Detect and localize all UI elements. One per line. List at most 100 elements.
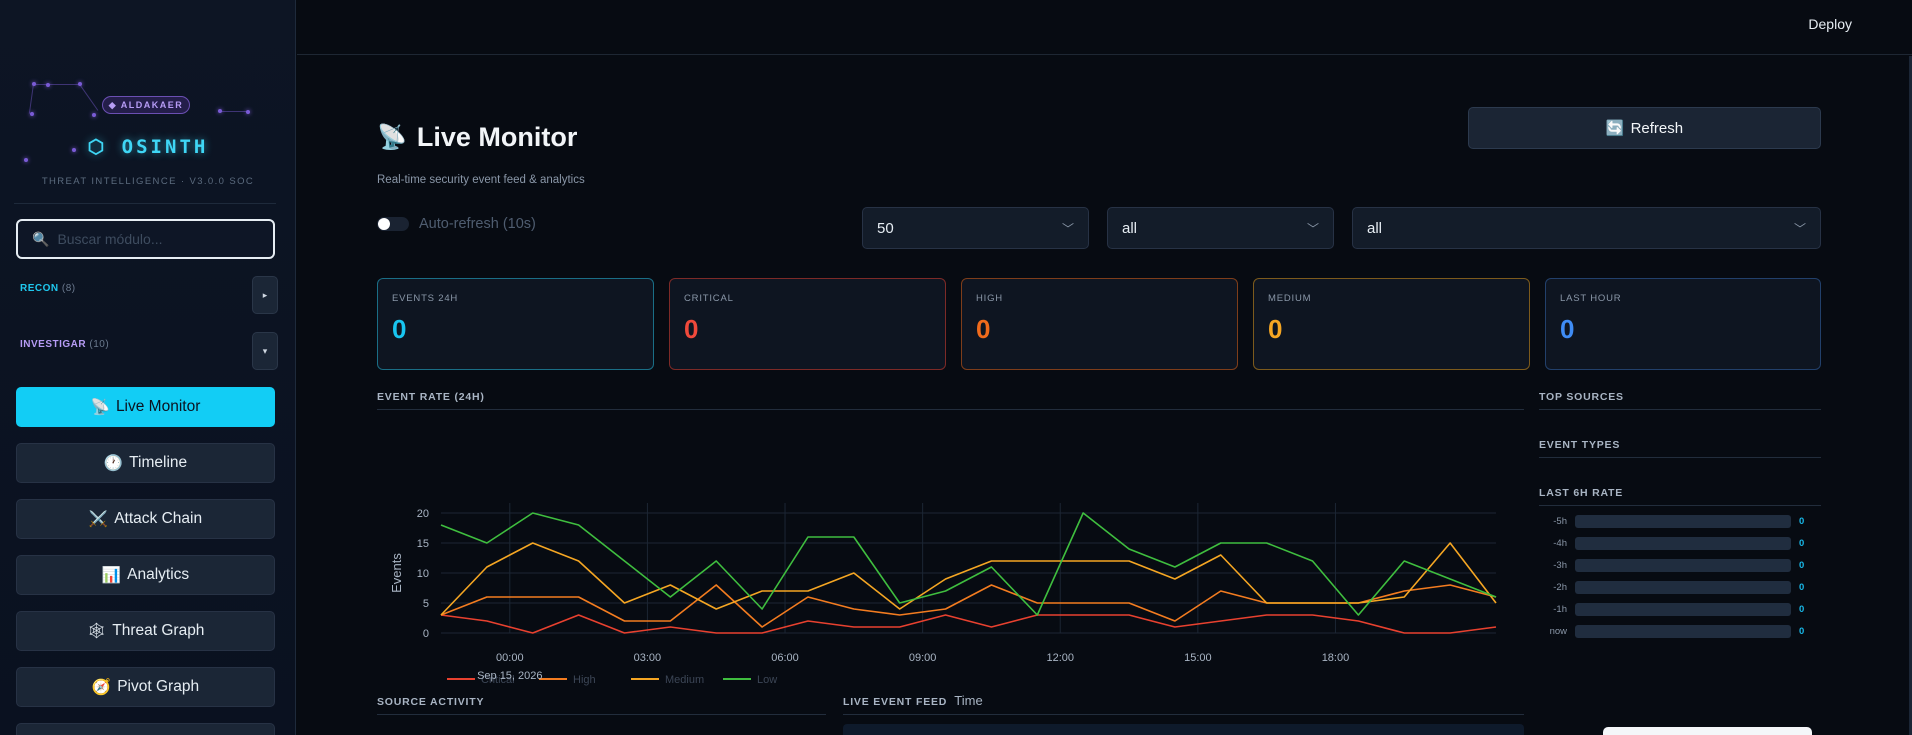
rate-row: -1h 0 (1553, 602, 1805, 616)
stat-value: 0 (392, 314, 407, 344)
chevron-down-icon: ﹀ (1793, 221, 1806, 236)
divider (843, 714, 1524, 715)
main-content: 📡 Live Monitor Real-time security event … (297, 56, 1912, 735)
stat-card-events-24h: EVENTS 24H 0 (377, 278, 654, 370)
section-label-investigar: INVESTIGAR (10) (20, 339, 110, 350)
constellation-dot (72, 148, 76, 152)
rate-bar (1575, 536, 1791, 550)
constellation-line (28, 83, 34, 114)
constellation-dot (246, 110, 250, 114)
toggle-switch[interactable] (377, 217, 409, 231)
nav-live-monitor[interactable]: 📡 Live Monitor (16, 387, 275, 427)
stat-value: 0 (1268, 314, 1283, 344)
y-tick-label: 20 (417, 508, 429, 520)
section-title-event-types: EVENT TYPES (1539, 439, 1621, 451)
constellation-dot (32, 82, 36, 86)
x-tick-label: 18:00 (1322, 652, 1350, 664)
stat-card-high: HIGH 0 (961, 278, 1238, 370)
legend-label: High (573, 674, 596, 686)
series-line-medium (440, 542, 1497, 616)
constellation-line (79, 84, 99, 111)
page-title: 📡 Live Monitor (377, 122, 578, 152)
x-tick-label: 12:00 (1046, 652, 1074, 664)
rate-row: -4h 0 (1553, 536, 1805, 550)
section-title-event-rate: EVENT RATE (24H) (377, 391, 485, 403)
stat-value: 0 (1560, 314, 1575, 344)
divider (14, 203, 276, 204)
divider (377, 714, 826, 715)
bar-chart-icon: 📊 (101, 566, 122, 584)
nav-threat-graph[interactable]: 🕸 Threat Graph (16, 611, 275, 651)
floating-button[interactable] (1603, 727, 1812, 735)
expand-recon-button[interactable]: ▸ (252, 276, 278, 314)
rate-row: -3h 0 (1553, 558, 1805, 572)
clock-icon: 🕐 (103, 454, 124, 472)
live-event-feed (843, 724, 1524, 735)
module-search-input[interactable]: 🔍 Buscar módulo... (16, 219, 275, 259)
limit-select[interactable]: 50 ﹀ (862, 207, 1089, 249)
section-title-source-activity: SOURCE ACTIVITY (377, 696, 485, 708)
collapse-investigar-button[interactable]: ▾ (252, 332, 278, 370)
stat-card-medium: MEDIUM 0 (1253, 278, 1530, 370)
section-title-last-6h: LAST 6H RATE (1539, 487, 1624, 499)
series-line-critical (440, 614, 1497, 634)
legend-label: Medium (665, 674, 704, 686)
brand-title: ⬡ OSINTH (87, 136, 209, 158)
rate-bar (1575, 514, 1791, 528)
nav-item-partial[interactable] (16, 723, 275, 735)
event-rate-chart[interactable]: 0 5 10 15 20 00:00 03:00 06:00 09:00 12:00 15:00 18… (359, 426, 1529, 716)
constellation-dot (92, 113, 96, 117)
series-line-low (440, 512, 1497, 616)
scrollbar[interactable] (1909, 56, 1912, 735)
refresh-icon: 🔄 (1605, 120, 1625, 137)
x-tick-label: 03:00 (634, 652, 662, 664)
rate-row: -2h 0 (1553, 580, 1805, 594)
rate-row: -5h 0 (1553, 514, 1805, 528)
divider (1539, 457, 1821, 458)
chevron-right-icon: ▸ (262, 289, 268, 300)
brand-logo: ◆ ALDAKAER ⬡ OSINTH THREAT INTELLIGENCE … (0, 60, 296, 204)
section-label-recon: RECON (8) (20, 283, 76, 294)
x-tick-label: 06:00 (771, 652, 799, 664)
severity-select[interactable]: all ﹀ (1107, 207, 1334, 249)
nav-timeline[interactable]: 🕐 Timeline (16, 443, 275, 483)
rate-bar (1575, 602, 1791, 616)
y-tick-label: 0 (423, 628, 429, 640)
stat-card-last-hour: LAST HOUR 0 (1545, 278, 1821, 370)
rate-row: now 0 (1549, 624, 1805, 638)
chevron-down-icon: ▾ (262, 345, 268, 356)
satellite-icon: 📡 (377, 124, 407, 151)
top-bar: Deploy (297, 0, 1912, 55)
network-icon: 🕸 (86, 622, 107, 640)
constellation-dot (30, 112, 34, 116)
legend-label: Critical (481, 674, 515, 686)
stat-card-critical: CRITICAL 0 (669, 278, 946, 370)
brand-subtitle: THREAT INTELLIGENCE · V3.0.0 SOC (41, 176, 255, 187)
refresh-button[interactable]: 🔄 Refresh (1468, 107, 1821, 149)
y-axis-label: Events (389, 553, 404, 593)
nav-pivot-graph[interactable]: 🧭 Pivot Graph (16, 667, 275, 707)
chevron-down-icon: ﹀ (1306, 221, 1319, 236)
y-tick-label: 10 (417, 568, 429, 580)
source-select[interactable]: all ﹀ (1352, 207, 1821, 249)
divider (377, 409, 1524, 410)
chevron-down-icon: ﹀ (1061, 221, 1074, 236)
search-placeholder: Buscar módulo... (57, 231, 163, 247)
x-date-label: Sep 15, 2026 (477, 670, 542, 682)
x-axis-label: Time (954, 693, 982, 708)
nav-analytics[interactable]: 📊 Analytics (16, 555, 275, 595)
rate-bar (1575, 624, 1791, 638)
constellation-line (34, 84, 80, 85)
rate-bar (1575, 558, 1791, 572)
page-subtitle: Real-time security event feed & analytic… (377, 174, 585, 186)
constellation-dot (218, 109, 222, 113)
constellation-dot (78, 82, 82, 86)
rate-bar (1575, 580, 1791, 594)
deploy-button[interactable]: Deploy (1808, 16, 1852, 32)
stat-value: 0 (684, 314, 699, 344)
y-tick-label: 15 (417, 538, 429, 550)
section-title-top-sources: TOP SOURCES (1539, 391, 1624, 403)
nav-attack-chain[interactable]: ⚔️ Attack Chain (16, 499, 275, 539)
x-tick-label: 15:00 (1184, 652, 1212, 664)
auto-refresh-toggle[interactable]: Auto-refresh (10s) (377, 216, 536, 232)
